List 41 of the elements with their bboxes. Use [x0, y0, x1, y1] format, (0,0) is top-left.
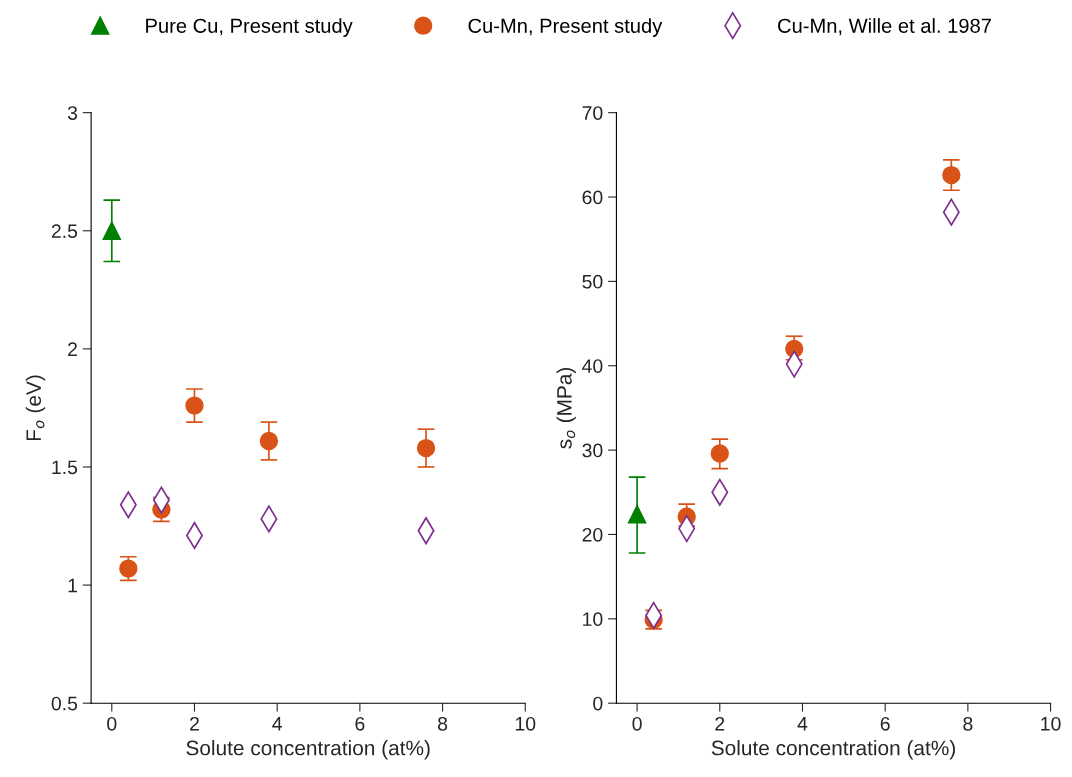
legend-label: Pure Cu, Present study: [146, 18, 353, 37]
x-tick-label: 2: [190, 716, 199, 731]
x-tick-label: 6: [880, 716, 890, 731]
y-tick-label: 0.5: [51, 696, 78, 711]
point: [710, 444, 729, 463]
x-axis-title: Solute concentration (at%): [186, 740, 430, 760]
y-tick-label: 20: [582, 527, 603, 542]
y-tick-label: 2: [68, 342, 77, 356]
x-tick-label: 6: [355, 716, 365, 731]
y-tick-label: 3: [67, 106, 78, 120]
point: [119, 559, 138, 578]
y-tick-label: 1.5: [52, 460, 78, 475]
y-tick-label: 1: [68, 578, 77, 593]
x-tick-label: 2: [715, 716, 725, 731]
y-axis-title: F$_{o}$ (eV): [25, 375, 46, 441]
y-tick-label: 70: [582, 106, 603, 120]
point: [102, 221, 121, 240]
point: [627, 505, 647, 524]
y-tick-label: 2.5: [51, 224, 78, 239]
y-tick-label: 30: [582, 443, 603, 458]
x-tick-label: 10: [1041, 716, 1061, 731]
x-tick-label: 4: [797, 717, 808, 731]
y-tick-label: 10: [583, 612, 603, 627]
y-tick-label: 0: [593, 696, 603, 711]
legend-label: Cu-Mn, Present study: [468, 18, 663, 37]
y-axis-title: s$_{o}$ (MPa): [556, 367, 576, 449]
point: [185, 396, 204, 415]
y-tick-label: 40: [582, 359, 603, 373]
y-tick-label: 50: [582, 274, 603, 289]
x-tick-label: 8: [963, 716, 973, 731]
y-tick-label: 60: [582, 190, 603, 205]
x-tick-label: 8: [438, 716, 448, 731]
legend-label: Cu-Mn, Wille et al. 1987: [778, 18, 991, 36]
x-tick-label: 10: [515, 716, 536, 731]
point: [259, 431, 279, 451]
x-axis-title: Solute concentration (at%): [711, 740, 955, 760]
point: [416, 438, 436, 458]
x-tick-label: 4: [272, 717, 283, 731]
x-tick-label: 0: [632, 716, 642, 731]
point: [942, 165, 961, 185]
x-tick-label: 0: [107, 716, 117, 731]
